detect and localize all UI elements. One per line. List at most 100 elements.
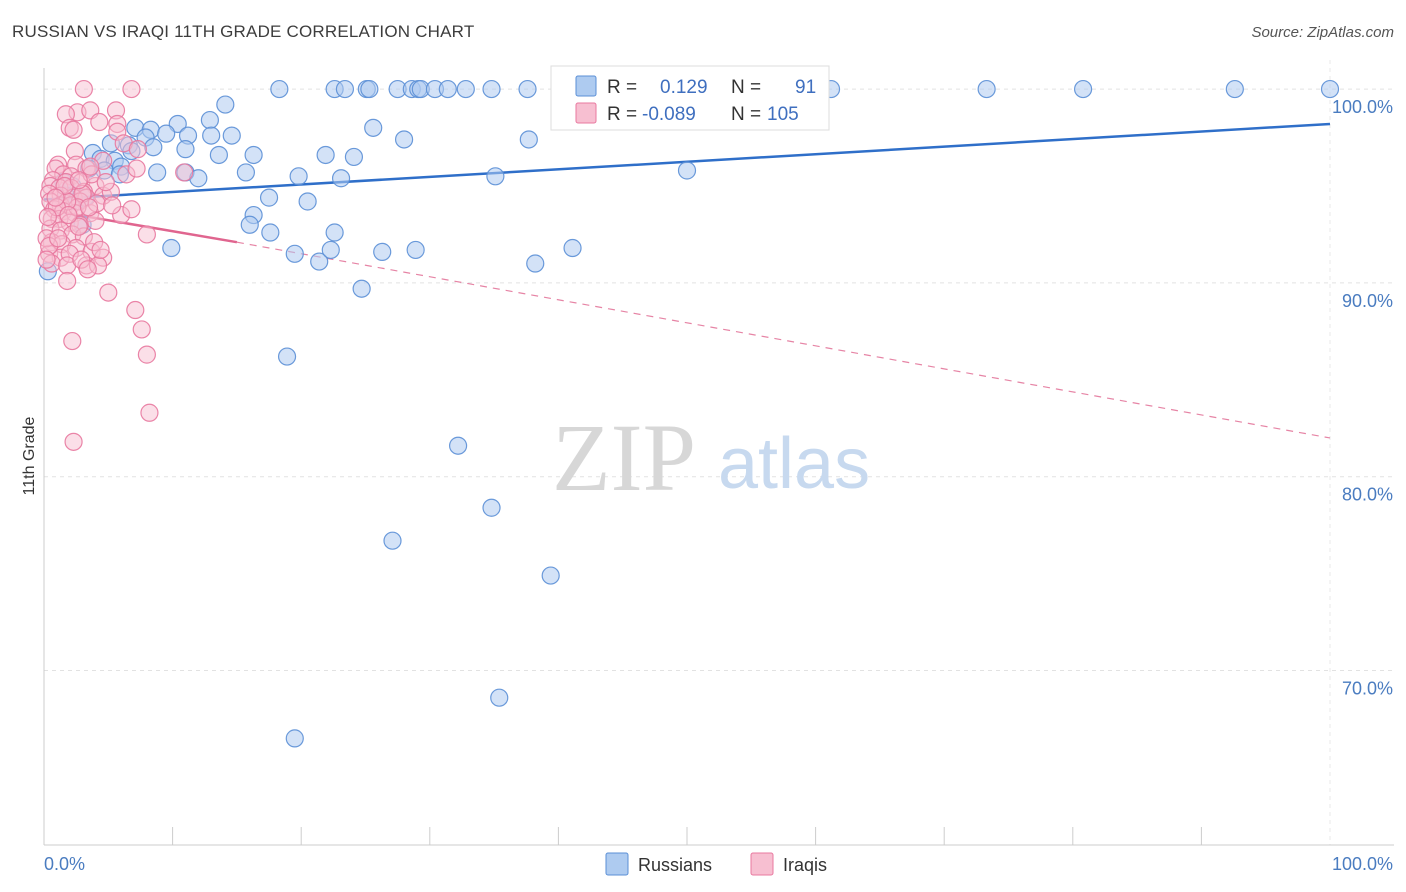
- russians-point-10: [438, 79, 457, 99]
- russians-point-79: [321, 240, 340, 260]
- russians-point-29: [168, 114, 187, 134]
- russians-point-87: [448, 436, 468, 455]
- iraqis-point-70: [140, 403, 159, 422]
- russians-point-35: [222, 126, 241, 145]
- iraqis-point-92: [69, 171, 88, 190]
- points-layer: [37, 79, 1340, 748]
- russians-point-72: [240, 215, 259, 234]
- russians-point-48: [364, 118, 383, 137]
- iraqis-point-64: [58, 271, 77, 291]
- russians-point-84: [352, 279, 371, 298]
- russians-point-70: [298, 192, 317, 211]
- russians-point-90: [541, 566, 560, 585]
- iraqis-point-96: [96, 173, 115, 192]
- iraqis-point-12: [128, 140, 147, 159]
- legend-top-iraqis-swatch: [575, 102, 597, 124]
- iraqis-point-97: [103, 196, 122, 215]
- russians-point-73: [261, 223, 280, 242]
- russians-point-86: [277, 347, 297, 366]
- legend-top-iraqis-r-label: R =: [607, 104, 637, 125]
- russians-point-89: [383, 531, 402, 550]
- legend-iraqis-swatch: [750, 852, 774, 876]
- russians-point-28: [200, 110, 219, 130]
- russians-point-82: [526, 254, 545, 273]
- russians-point-11: [456, 79, 475, 99]
- iraqis-point-90: [79, 198, 99, 217]
- russians-point-4: [360, 79, 379, 99]
- y-tick-label-1: 90.0%: [1342, 291, 1393, 311]
- russians-point-46: [394, 130, 414, 149]
- russians-point-0: [270, 79, 289, 99]
- russians-point-40: [176, 140, 195, 159]
- legend-top-russians-n-value: 91: [795, 77, 816, 98]
- chart-source: Source: ZipAtlas.com: [1251, 24, 1394, 41]
- y-axis-label: 11th Grade: [21, 416, 38, 495]
- iraqis-point-68: [63, 331, 82, 351]
- legend-top-russians-r-label: R =: [607, 77, 637, 98]
- russians-point-69: [259, 188, 279, 207]
- russians-point-43: [244, 145, 263, 165]
- russians-point-81: [406, 240, 425, 260]
- iraqis-point-98: [122, 200, 141, 219]
- russians-point-42: [209, 145, 228, 165]
- iraqis-point-9: [64, 120, 83, 139]
- iraqis-point-71: [64, 432, 83, 451]
- russians-point-26: [1320, 79, 1340, 99]
- iraqis-point-73: [175, 163, 194, 182]
- iraqis-point-88: [91, 240, 110, 260]
- russians-point-59: [289, 167, 308, 186]
- iraqis-point-93: [81, 157, 100, 176]
- russians-point-74: [325, 223, 344, 242]
- y-tick-label-0: 100.0%: [1332, 97, 1393, 117]
- russians-point-63: [486, 167, 505, 186]
- russians-point-34: [202, 126, 221, 145]
- y-tick-label-3: 70.0%: [1342, 679, 1393, 699]
- iraqis-point-51: [137, 225, 156, 244]
- y-tick-label-2: 80.0%: [1342, 485, 1393, 505]
- russians-point-80: [373, 242, 392, 261]
- legend-top-russians-n-label: N =: [731, 77, 761, 98]
- iraqis-point-100: [78, 260, 97, 279]
- x-tick-label-0: 0.0%: [44, 854, 85, 874]
- legend-top-box: [550, 65, 830, 131]
- legend-top-russians-r-value: 0.129: [660, 77, 708, 98]
- legend-top-iraqis-n-label: N =: [731, 104, 761, 125]
- iraqis-point-66: [126, 300, 145, 320]
- russians-point-56: [148, 163, 167, 182]
- russians-point-12: [482, 79, 501, 99]
- russians-point-23: [977, 79, 996, 99]
- x-tick-label-1: 100.0%: [1332, 854, 1393, 874]
- iraqis-point-1: [122, 79, 141, 99]
- legend-russians-swatch: [605, 852, 629, 876]
- iraqis-point-86: [37, 250, 56, 269]
- watermark: ZIP atlas: [552, 404, 870, 511]
- ticks-layer: 100.0% 90.0% 80.0% 70.0% 0.0% 100.0%: [44, 97, 1393, 874]
- watermark-atlas: atlas: [718, 424, 870, 504]
- iraqis-point-94: [46, 188, 65, 207]
- legend-top-russians-swatch: [575, 75, 597, 97]
- russians-point-45: [344, 147, 364, 167]
- russians-point-77: [285, 244, 304, 263]
- iraqis-point-65: [99, 283, 118, 302]
- russians-point-39: [144, 138, 163, 157]
- russians-point-32: [157, 124, 176, 143]
- russians-point-78: [310, 252, 329, 271]
- iraqis-point-101: [49, 229, 68, 248]
- chart-title: RUSSIAN VS IRAQI 11TH GRADE CORRELATION …: [12, 22, 475, 41]
- iraqis-point-95: [59, 205, 78, 225]
- russians-point-25: [1225, 79, 1244, 99]
- legend-russians-label: Russians: [638, 855, 712, 875]
- russians-point-88: [482, 498, 501, 517]
- russians-point-61: [331, 169, 351, 188]
- russians-point-76: [162, 238, 181, 258]
- watermark-zip: ZIP: [552, 404, 696, 511]
- russians-point-24: [1073, 79, 1093, 99]
- russians-point-62: [677, 161, 697, 180]
- russians-point-58: [236, 163, 256, 182]
- iraqis-point-83: [38, 207, 57, 227]
- iraqis-point-69: [137, 345, 156, 364]
- iraqis-point-0: [74, 79, 93, 99]
- russians-point-47: [519, 130, 538, 149]
- russians-point-92: [285, 729, 304, 748]
